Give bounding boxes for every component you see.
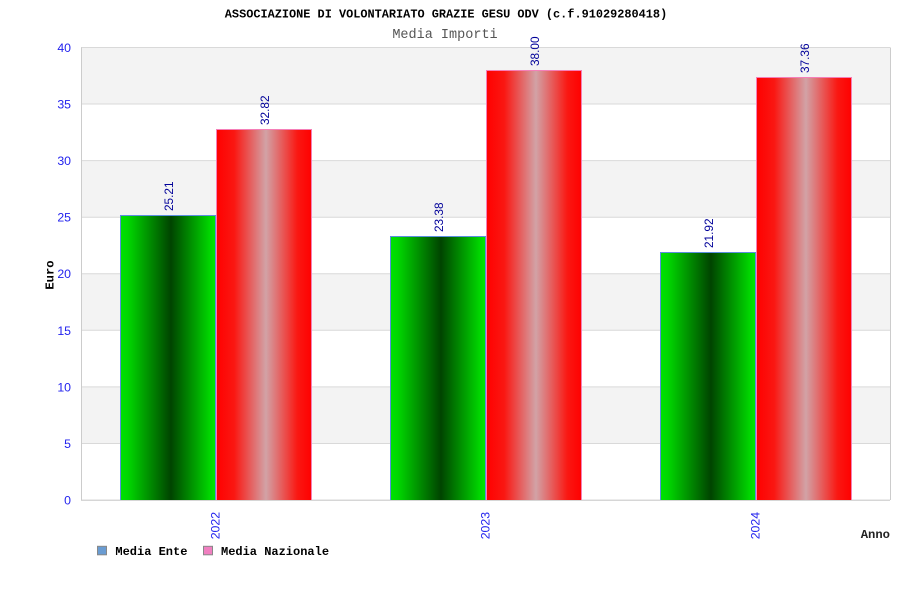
svg-text:Anno: Anno <box>861 528 890 542</box>
svg-text:2022: 2022 <box>208 512 222 540</box>
svg-text:2024: 2024 <box>748 512 762 540</box>
svg-text:15: 15 <box>57 324 71 338</box>
svg-text:Media Importi: Media Importi <box>392 28 497 43</box>
svg-text:32.82: 32.82 <box>258 95 272 125</box>
svg-text:30: 30 <box>57 154 71 168</box>
svg-text:25: 25 <box>57 211 71 225</box>
svg-text:38.00: 38.00 <box>528 36 542 66</box>
svg-text:ASSOCIAZIONE DI VOLONTARIATO G: ASSOCIAZIONE DI VOLONTARIATO GRAZIE GESU… <box>225 8 667 22</box>
svg-text:Euro: Euro <box>43 260 57 289</box>
svg-text:40: 40 <box>57 41 71 55</box>
svg-text:0: 0 <box>64 493 71 507</box>
svg-text:10: 10 <box>57 380 71 394</box>
svg-text:20: 20 <box>57 267 71 281</box>
svg-text:2023: 2023 <box>478 512 492 540</box>
svg-text:Media Nazionale: Media Nazionale <box>221 545 329 559</box>
svg-text:25.21: 25.21 <box>162 181 176 211</box>
svg-text:5: 5 <box>64 437 71 451</box>
svg-text:35: 35 <box>57 98 71 112</box>
svg-text:23.38: 23.38 <box>432 202 446 232</box>
svg-text:Media Ente: Media Ente <box>115 545 187 559</box>
svg-text:21.92: 21.92 <box>702 218 716 248</box>
svg-text:37.36: 37.36 <box>798 43 812 73</box>
